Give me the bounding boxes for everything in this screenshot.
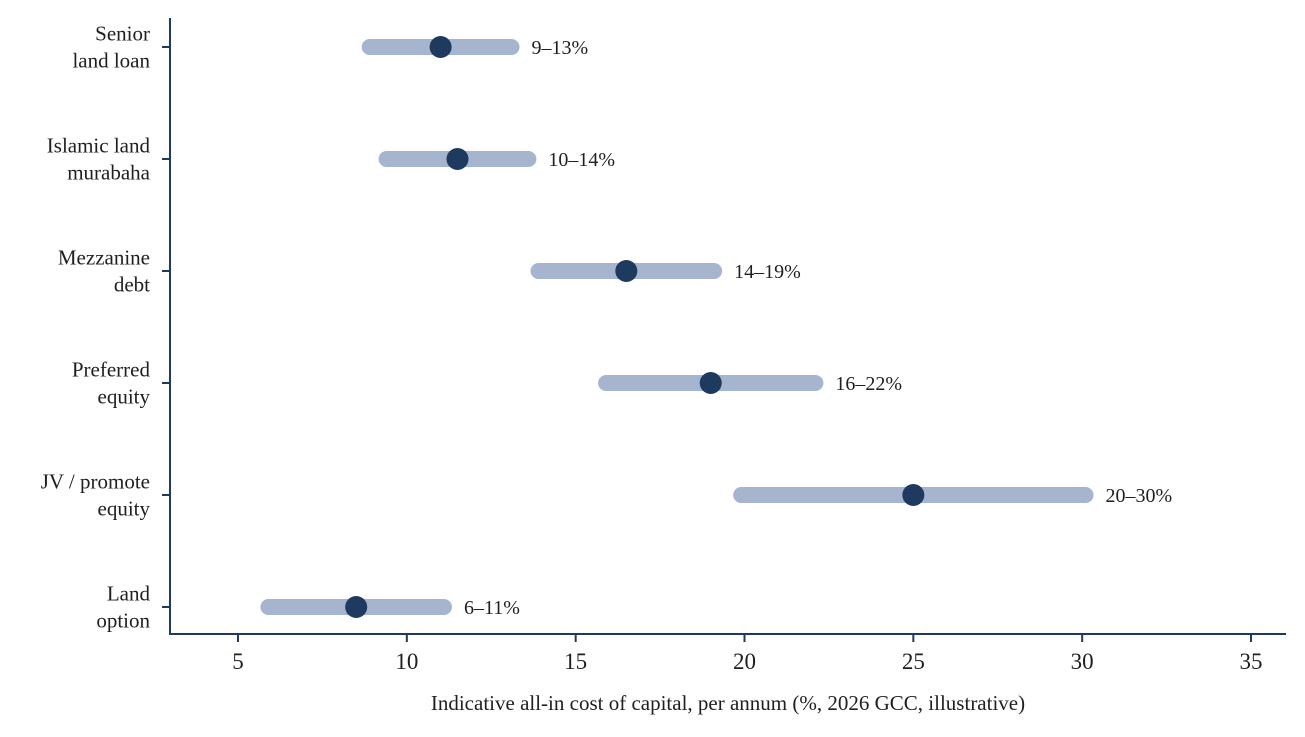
point-marker [429, 36, 452, 58]
category-label: Islamic land [47, 134, 151, 158]
x-tick-label: 15 [564, 649, 587, 674]
range-label: 14–19% [734, 261, 801, 283]
category-label: Mezzanine [58, 246, 150, 270]
x-tick-label: 20 [733, 649, 756, 674]
chart-marks: 9–13% 10–14% 14–19% 16–22% 20–30% 6–11% [260, 36, 1173, 619]
category-label: Preferred [72, 358, 151, 382]
x-axis-title: Indicative all-in cost of capital, per a… [431, 691, 1025, 715]
x-tick-label: 25 [902, 649, 925, 674]
range-label: 16–22% [835, 373, 902, 395]
point-marker [615, 260, 638, 282]
x-tick-label: 35 [1240, 649, 1263, 674]
category-label: Land [107, 582, 151, 606]
range-label: 20–30% [1106, 485, 1173, 507]
range-label: 6–11% [464, 597, 520, 619]
x-tick-label: 10 [395, 649, 418, 674]
point-marker [902, 484, 925, 506]
category-label: JV / promote [41, 470, 150, 494]
point-marker [345, 596, 368, 618]
range-label: 9–13% [532, 37, 589, 59]
category-label: equity [98, 385, 151, 409]
category-label: murabaha [67, 161, 150, 185]
category-label: debt [114, 273, 150, 297]
x-tick-label: 5 [232, 649, 244, 674]
category-label: equity [98, 497, 151, 521]
point-marker [699, 372, 722, 394]
category-label: Senior [95, 22, 150, 46]
range-label: 10–14% [548, 149, 615, 171]
x-axis-ticks: 5 10 15 20 25 30 35 [232, 634, 1263, 674]
y-axis-ticks: Senior land loan Islamic land murabaha Mezza… [41, 22, 170, 633]
category-label: option [96, 609, 150, 633]
category-label: land loan [72, 49, 150, 73]
point-marker [446, 148, 469, 170]
x-tick-label: 30 [1071, 649, 1094, 674]
